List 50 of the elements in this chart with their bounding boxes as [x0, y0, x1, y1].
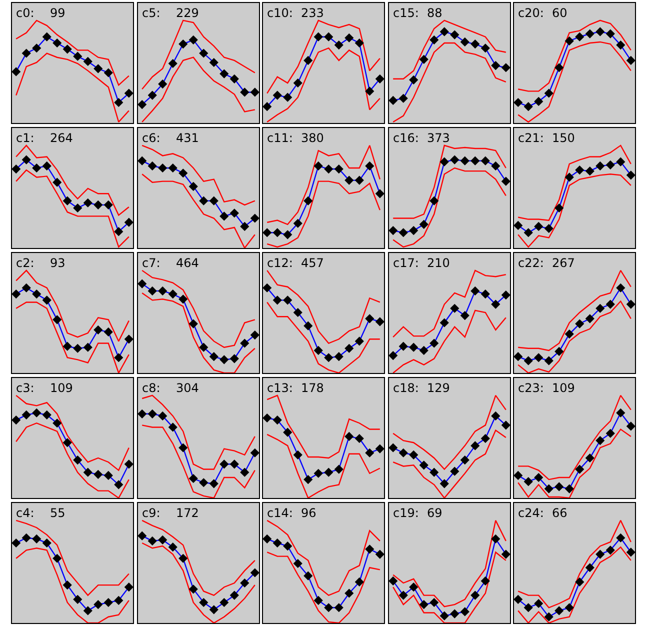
- chart-subtitle: 150: [552, 131, 575, 145]
- chart-title: c20:: [518, 6, 544, 20]
- chart-title: c14:: [267, 506, 293, 520]
- chart-title: c19:: [393, 506, 419, 520]
- chart-subtitle: 55: [50, 506, 66, 520]
- chart-subtitle: 69: [427, 506, 442, 520]
- chart-title: c1:: [16, 131, 34, 145]
- chart-title: c22:: [518, 256, 544, 270]
- chart-subtitle: 60: [552, 6, 568, 20]
- chart-title: c16:: [393, 131, 419, 145]
- chart-title: c4:: [16, 506, 34, 520]
- chart-subtitle: 229: [176, 6, 199, 20]
- chart-subtitle: 373: [427, 131, 450, 145]
- chart-title: c2:: [16, 256, 34, 270]
- chart-title: c18:: [393, 381, 419, 395]
- chart-subtitle: 66: [552, 506, 568, 520]
- chart-title: c13:: [267, 381, 293, 395]
- chart-title: c6:: [142, 131, 160, 145]
- chart-title: c12:: [267, 256, 293, 270]
- chart-subtitle: 129: [427, 381, 450, 395]
- chart-title: c7:: [142, 256, 160, 270]
- chart-subtitle: 233: [301, 6, 324, 20]
- chart-subtitle: 304: [176, 381, 199, 395]
- chart-subtitle: 109: [50, 381, 73, 395]
- chart-title: c0:: [16, 6, 34, 20]
- chart-subtitle: 457: [301, 256, 324, 270]
- chart-subtitle: 267: [552, 256, 575, 270]
- chart-title: c9:: [142, 506, 160, 520]
- chart-title: c21:: [518, 131, 544, 145]
- chart-subtitle: 99: [50, 6, 66, 20]
- chart-subtitle: 431: [176, 131, 199, 145]
- chart-title: c23:: [518, 381, 544, 395]
- chart-title: c17:: [393, 256, 419, 270]
- chart-title: c24:: [518, 506, 544, 520]
- chart-title: c5:: [142, 6, 160, 20]
- chart-title: c8:: [142, 381, 160, 395]
- chart-subtitle: 88: [427, 6, 442, 20]
- chart-subtitle: 464: [176, 256, 199, 270]
- chart-subtitle: 210: [427, 256, 450, 270]
- chart-subtitle: 96: [301, 506, 316, 520]
- chart-subtitle: 264: [50, 131, 73, 145]
- chart-title: c11:: [267, 131, 293, 145]
- chart-subtitle: 93: [50, 256, 66, 270]
- chart-subtitle: 178: [301, 381, 324, 395]
- chart-subtitle: 109: [552, 381, 575, 395]
- chart-subtitle: 172: [176, 506, 199, 520]
- chart-title: c3:: [16, 381, 34, 395]
- chart-title: c10:: [267, 6, 293, 20]
- chart-title: c15:: [393, 6, 419, 20]
- chart-subtitle: 380: [301, 131, 324, 145]
